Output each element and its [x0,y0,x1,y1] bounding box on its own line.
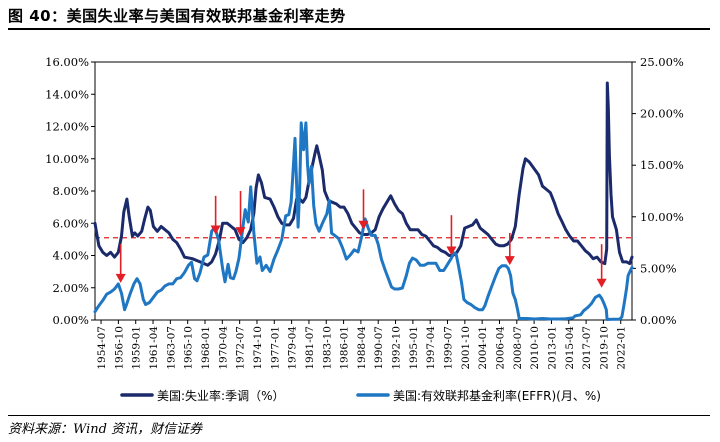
x-axis-tick-label: 1983-10 [321,326,333,370]
left-axis-tick-label: 4.00% [52,249,89,263]
left-axis-tick-label: 16.00% [45,55,89,69]
right-axis-tick-label: 25.00% [640,55,684,69]
x-axis-tick-label: 2015-04 [564,326,576,370]
x-axis-tick-label: 1954-07 [96,326,108,370]
right-axis-tick-label: 5.00% [640,261,677,275]
left-axis-tick-label: 8.00% [52,184,89,198]
x-axis-tick-label: 1997-04 [425,326,437,370]
x-axis-tick-label: 1965-10 [183,326,195,370]
arrow-marker-head [446,246,457,256]
x-axis-tick-label: 1968-01 [200,326,212,370]
x-axis-tick-label: 1977-01 [269,326,281,370]
right-axis-tick-label: 15.00% [640,158,684,172]
right-axis-tick-label: 10.00% [640,210,684,224]
right-axis-tick-label: 0.00% [640,313,677,327]
x-axis-tick-label: 2010-10 [529,326,541,370]
arrow-marker-head [210,225,221,235]
left-axis-tick-label: 10.00% [45,152,89,166]
left-axis-tick-label: 6.00% [52,216,89,230]
x-axis-tick-label: 1959-01 [131,326,143,370]
x-axis-tick-label: 1999-07 [443,326,455,370]
legend-label: 美国:有效联邦基金利率(EFFR)(月、%) [393,388,601,403]
x-axis-tick-label: 2008-07 [512,326,524,370]
arrow-marker-head [235,227,246,237]
x-axis-tick-label: 2006-04 [494,326,506,370]
x-axis-tick-label: 1956-10 [113,326,125,370]
x-axis-tick-label: 1981-07 [304,326,316,370]
legend-label: 美国:失业率:季调（%） [157,388,285,403]
footer-divider [8,415,710,416]
x-axis-tick-label: 1986-01 [339,326,351,370]
left-axis-tick-label: 2.00% [52,281,89,295]
x-axis-tick-label: 1970-04 [217,326,229,370]
x-axis-tick-label: 1988-04 [356,326,368,370]
x-axis-tick-label: 2001-10 [460,326,472,370]
x-axis-tick-label: 1995-01 [408,326,420,370]
x-axis-tick-label: 2013-01 [546,326,558,370]
left-axis-tick-label: 14.00% [45,87,89,101]
x-axis-tick-label: 2004-01 [477,326,489,370]
arrow-marker-head [504,256,515,266]
x-axis-tick-label: 1972-07 [235,326,247,370]
x-axis-tick-label: 1990-07 [373,326,385,370]
x-axis-tick-label: 2019-10 [598,326,610,370]
x-axis-tick-label: 1979-04 [287,326,299,370]
fed-funds-series-line [93,121,634,321]
x-axis-tick-label: 1992-10 [391,326,403,370]
x-axis-tick-label: 2017-07 [581,326,593,370]
figure-title: 图 40：美国失业率与美国有效联邦基金利率走势 [8,7,346,25]
left-axis-tick-label: 12.00% [45,120,89,134]
arrow-marker-head [115,273,126,283]
left-axis-tick-label: 0.00% [52,313,89,327]
x-axis-tick-label: 2022-01 [616,326,628,370]
arrow-marker-head [358,220,369,230]
x-axis-tick-label: 1963-07 [165,326,177,370]
right-axis-tick-label: 20.00% [640,107,684,121]
title-divider [8,28,710,30]
source-note: 资料来源：Wind 资讯，财信证券 [8,422,203,437]
x-axis-tick-label: 1961-04 [148,326,160,370]
arrow-marker-head [596,278,607,288]
unemployment-series-line [93,81,634,267]
x-axis-tick-label: 1974-10 [252,326,264,370]
